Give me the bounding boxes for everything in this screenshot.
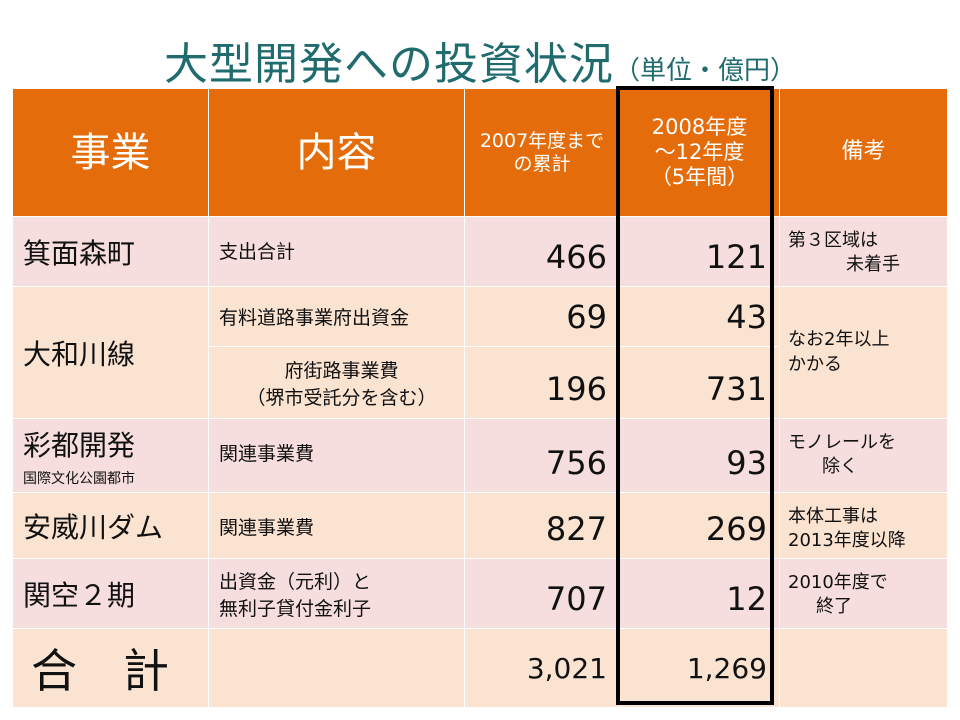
remark-cell: 2010年度で 終了 [779,558,948,629]
table-row: 府街路事業費 （堺市受託分を含む） 196 731 [13,346,948,419]
remark-line: 除く [822,456,858,478]
remark-line: 未着手 [846,254,900,276]
header-period: 2008年度 ～12年度 （5年間） [619,88,780,217]
content-cell: 関連事業費 [208,492,465,559]
remark-line: 本体工事は [788,506,878,527]
remark-cell: 第３区域は 未着手 [779,216,948,287]
remark-line: 第３区域は [788,230,878,251]
business-name: 箕面森町 [12,216,209,287]
business-name: 大和川線 [12,286,209,419]
remark-cell: なお2年以上 かかる [779,286,948,419]
remark-line: 2013年度以降 [788,530,906,552]
remark-cell: 本体工事は 2013年度以降 [779,492,948,559]
slide-title: 大型開発への投資状況（単位・億円） [0,28,960,92]
title-unit: （単位・億円） [613,56,796,86]
header-remarks: 備考 [779,88,948,217]
content-line: 府街路事業費 [284,359,399,382]
cumulative-value: 466 [464,216,620,287]
table-row: 彩都開発 国際文化公園都市 関連事業費 756 93 モノレールを 除く [12,418,948,493]
cumulative-value: 196 [464,346,620,419]
business-note: 国際文化公園都市 [23,470,135,487]
investment-table: 事業 内容 2007年度まで の累計 2008年度 ～12年度 （5年間） 備考… [12,88,948,708]
header-business: 事業 [12,88,209,217]
period-value: 269 [619,492,780,559]
remark-line: 2010年度で [788,572,888,593]
total-content-empty [208,628,465,708]
period-value: 93 [619,418,780,493]
header-cumulative: 2007年度まで の累計 [464,88,620,217]
cumulative-value: 756 [464,418,620,493]
total-remark-empty [779,628,948,708]
table-row: 関空２期 出資金（元利）と 無利子貸付金利子 707 12 2010年度で 終了 [12,558,948,629]
remark-line: かかる [788,353,842,375]
period-value: 121 [619,216,780,287]
cumulative-value: 69 [464,286,620,347]
content-cell: 関連事業費 [208,418,465,493]
period-value: 731 [619,346,780,419]
total-cumulative: 3,021 [464,628,620,708]
total-label: 合 計 [12,628,209,708]
content-line: 無利子貸付金利子 [219,597,372,620]
content-line: 出資金（元利）と [219,570,372,593]
remark-line: なお2年以上 [788,329,890,351]
total-period: 1,269 [619,628,780,708]
cumulative-value: 827 [464,492,620,559]
period-value: 43 [619,286,780,347]
table-header-row: 事業 内容 2007年度まで の累計 2008年度 ～12年度 （5年間） 備考 [12,88,948,217]
business-name: 彩都開発 [23,428,136,462]
header-content: 内容 [208,88,465,217]
content-line: （堺市受託分を含む） [246,386,437,409]
content-cell: 有料道路事業府出資金 [208,286,465,347]
business-name: 関空２期 [12,558,209,629]
remark-line: モノレールを [788,432,896,453]
cumulative-value: 707 [464,558,620,629]
business-name: 安威川ダム [12,492,209,559]
title-main: 大型開発への投資状況 [163,39,614,90]
remark-cell: モノレールを 除く [779,418,948,493]
content-cell: 出資金（元利）と 無利子貸付金利子 [208,558,465,629]
content-cell: 支出合計 [208,216,465,287]
table-row: 安威川ダム 関連事業費 827 269 本体工事は 2013年度以降 [12,492,948,559]
remark-line: 終了 [816,596,852,618]
business-cell: 彩都開発 国際文化公園都市 [12,418,209,493]
content-cell: 府街路事業費 （堺市受託分を含む） [208,346,465,419]
total-row: 合 計 3,021 1,269 [12,628,948,708]
table-row: 大和川線 有料道路事業府出資金 69 43 なお2年以上 かかる [12,286,948,419]
table-row: 箕面森町 支出合計 466 121 第３区域は 未着手 [12,216,948,287]
period-value: 12 [619,558,780,629]
